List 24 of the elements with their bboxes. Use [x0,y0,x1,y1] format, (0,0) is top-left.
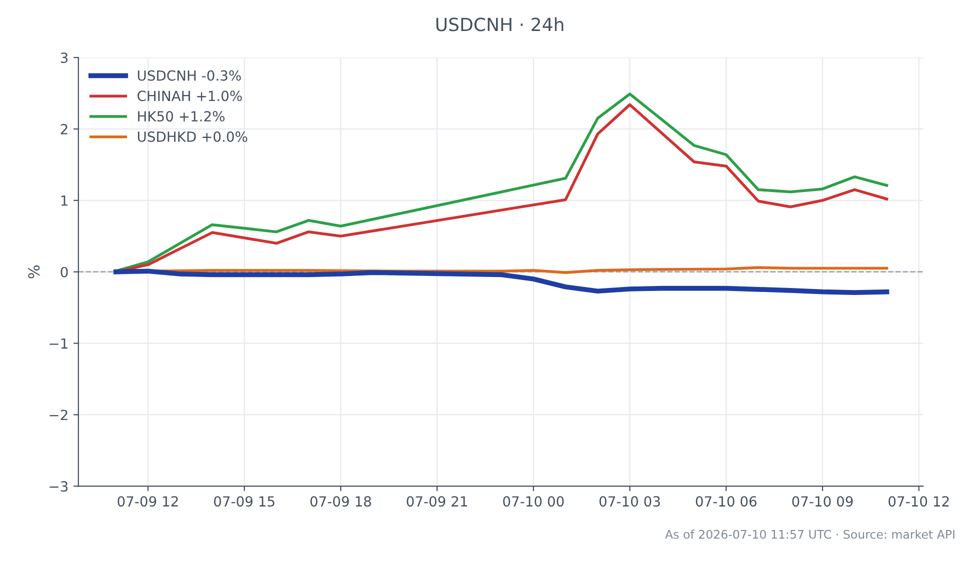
y-axis-title: % [28,265,40,278]
x-tick-label: 07-09 18 [310,496,371,507]
legend-label: USDCNH -0.3% [138,70,241,81]
y-tick-label: 0 [60,266,68,278]
x-tick-label: 07-10 00 [503,496,564,507]
y-tick-label: −3 [50,481,68,492]
line-series [113,268,890,295]
y-tick-label: 1 [61,196,68,206]
legend-label: CHINAH +1.0% [138,90,242,102]
x-tick-label: 07-10 03 [599,496,660,507]
legend-label: HK50 +1.2% [138,111,225,122]
x-tick-label: 07-09 15 [214,496,274,507]
y-tick-label: 3 [60,52,68,63]
chart-title: USDCNH · 24h [436,17,564,32]
y-tick-label: 2 [60,124,68,134]
x-tick-label: 07-10 09 [792,496,853,507]
text: As of 2026-07-10 11:57 UTC · Source: market API [665,530,954,539]
y-tick-label: −1 [50,338,68,349]
x-tick-label: 07-10 06 [696,496,757,507]
x-tick-label: 07-09 12 [118,496,178,507]
y-tick-label: −2 [50,410,68,420]
legend-label: USDHKD +0.0% [138,131,248,142]
x-tick-label: 07-09 21 [406,496,468,507]
x-tick-label: 07-10 12 [888,496,949,507]
